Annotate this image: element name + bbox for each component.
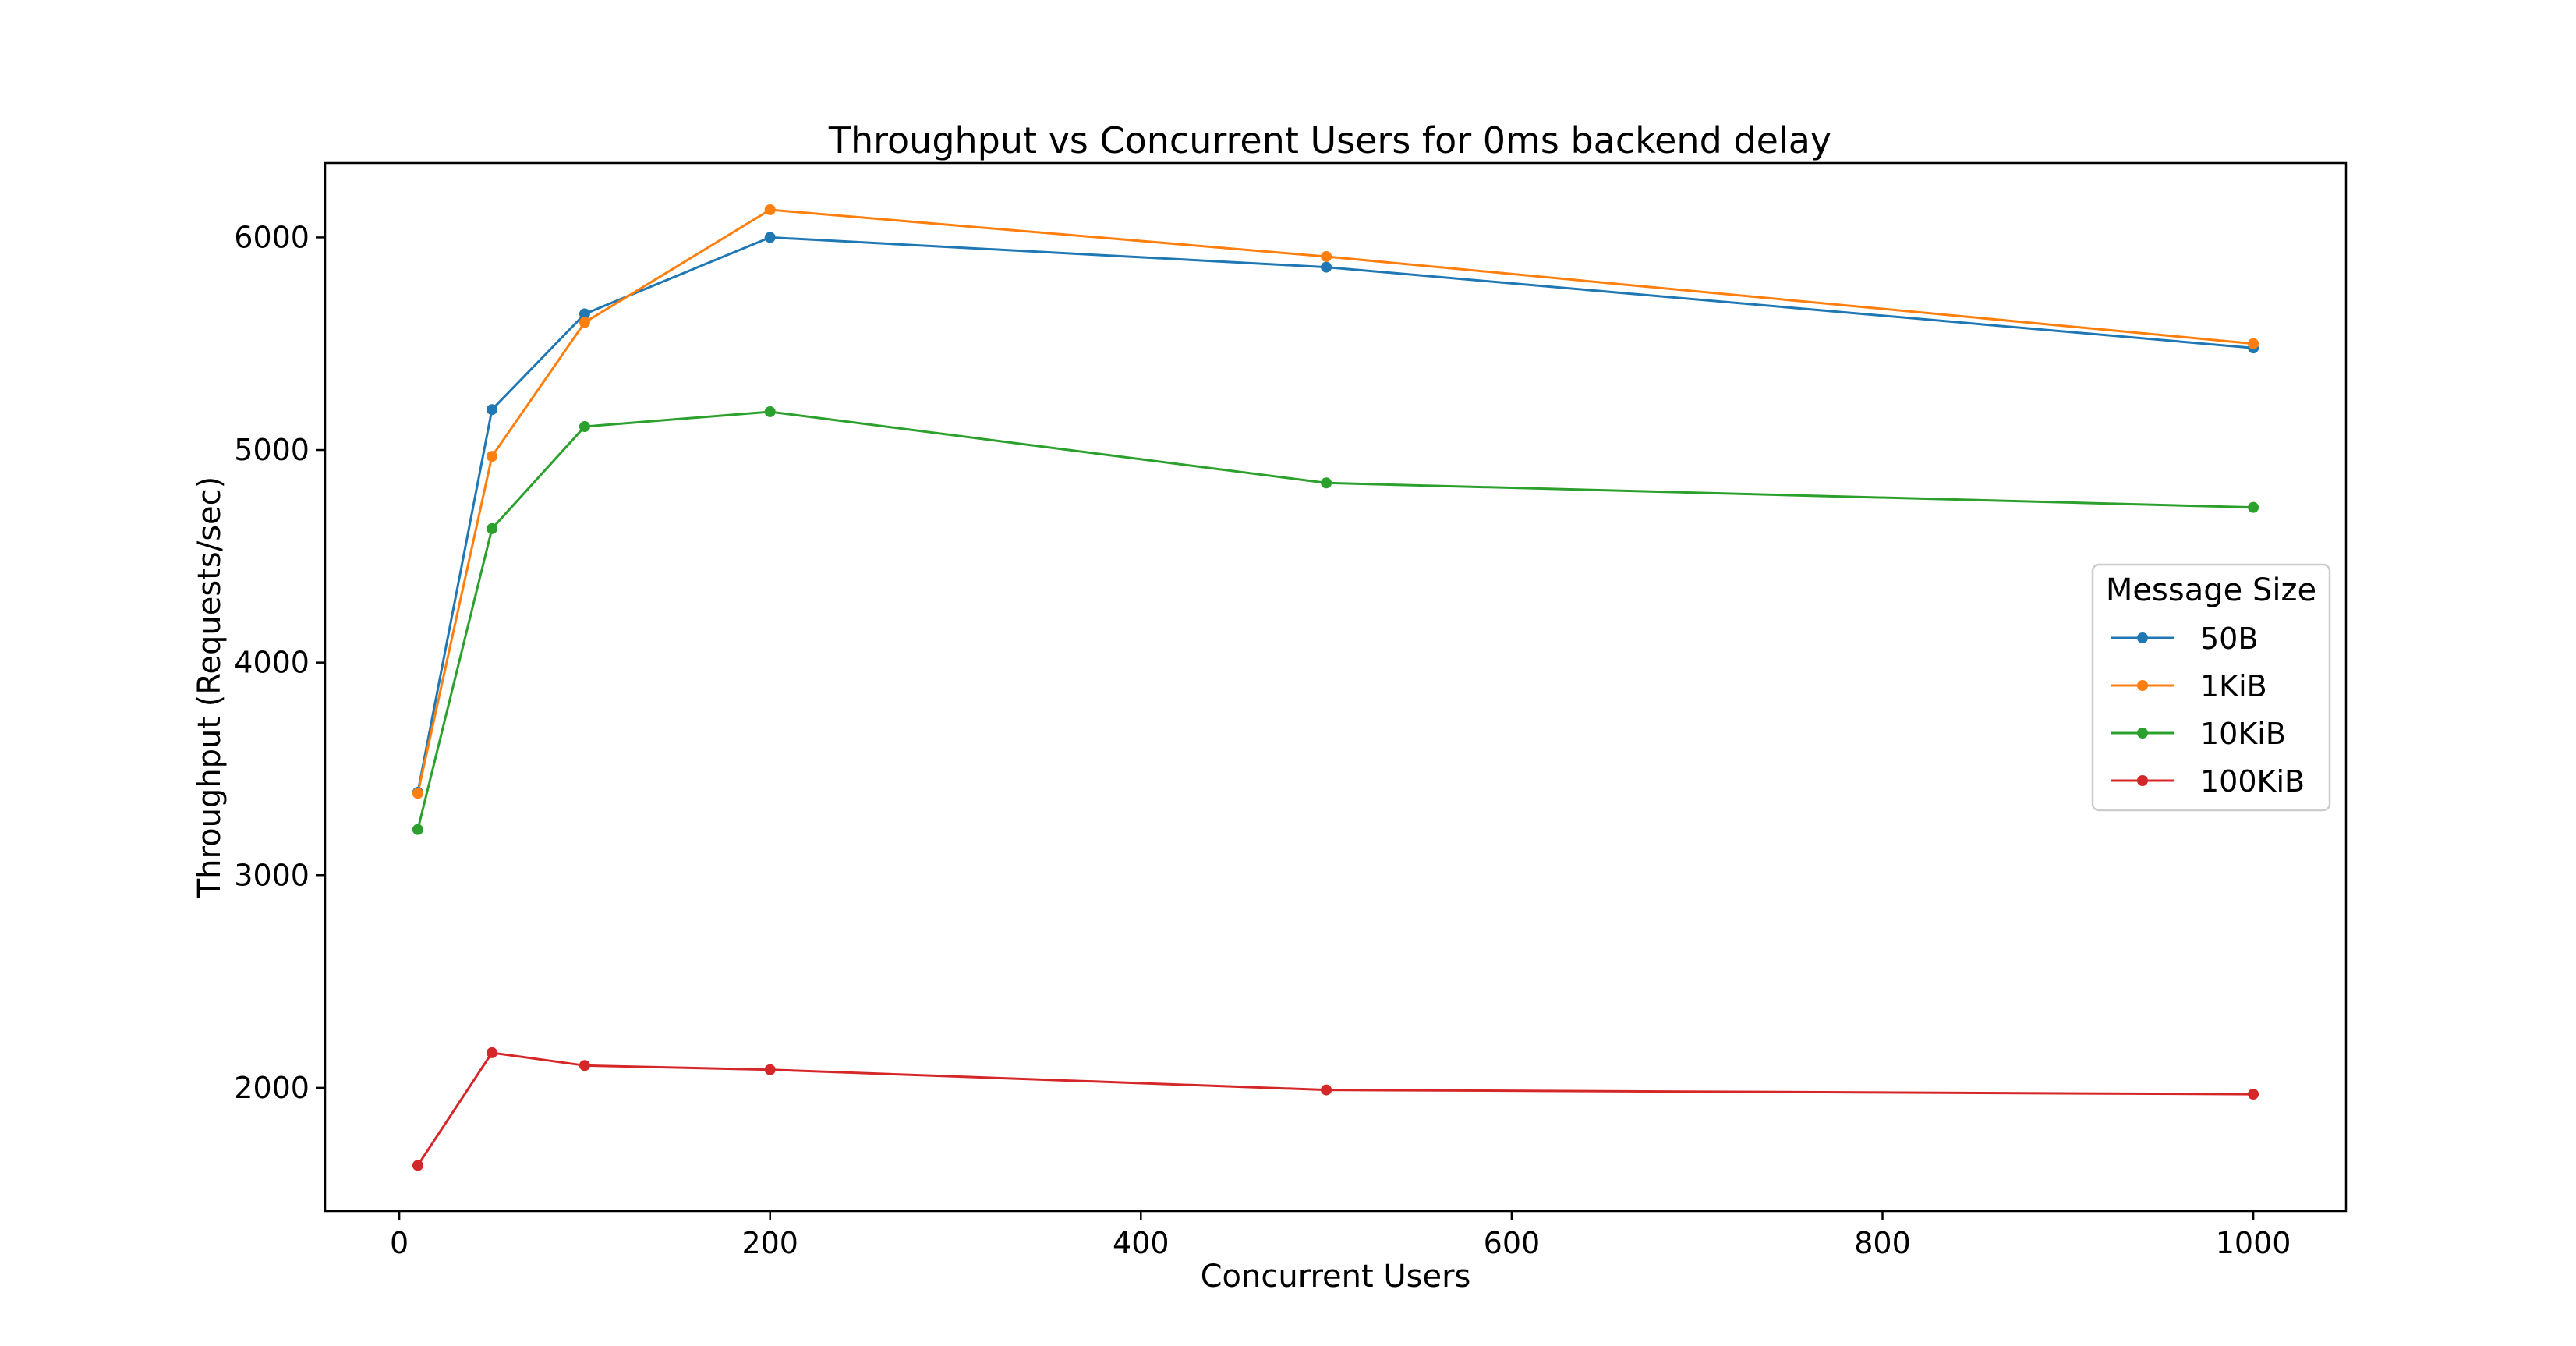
data-point-10kib xyxy=(2248,501,2259,513)
y-tick-label: 3000 xyxy=(234,858,310,892)
series-line-1kib xyxy=(416,208,2254,794)
data-point-50b xyxy=(579,308,590,320)
data-point-100kib xyxy=(1321,1084,1332,1096)
series-line-50b xyxy=(416,236,2254,793)
legend-swatch-marker-10kib xyxy=(2137,728,2148,739)
data-point-100kib xyxy=(2248,1089,2259,1100)
legend-label-50b: 50B xyxy=(2200,622,2258,656)
data-point-100kib xyxy=(412,1160,423,1171)
data-point-50b xyxy=(764,232,776,243)
x-tick-label: 1000 xyxy=(2216,1226,2291,1260)
data-point-1kib xyxy=(412,788,423,799)
y-tick-label: 2000 xyxy=(234,1071,310,1105)
data-point-50b xyxy=(1321,261,1332,273)
data-point-100kib xyxy=(764,1064,776,1075)
data-point-1kib xyxy=(579,317,590,328)
x-axis-label: Concurrent Users xyxy=(1201,1259,1471,1295)
legend-title: Message Size xyxy=(2106,572,2316,608)
legend-swatch-marker-100kib xyxy=(2137,775,2148,786)
data-point-1kib xyxy=(2248,338,2259,349)
y-axis-label: Throughput (Requests/sec) xyxy=(192,476,228,899)
data-point-1kib xyxy=(1321,250,1332,262)
data-point-100kib xyxy=(487,1047,498,1058)
series-line-100kib xyxy=(416,1051,2254,1167)
y-tick-label: 6000 xyxy=(234,220,310,254)
legend-box xyxy=(2091,563,2331,812)
chart-title: Throughput vs Concurrent Users for 0ms b… xyxy=(828,119,1831,161)
data-point-100kib xyxy=(579,1060,590,1071)
data-point-10kib xyxy=(1321,477,1332,489)
data-point-1kib xyxy=(764,204,776,215)
series-points xyxy=(412,204,2259,1171)
legend: Message Size 50B 1KiB 10KiB 100KiB xyxy=(2091,563,2331,812)
x-tick-label: 600 xyxy=(1484,1226,1541,1260)
legend-label-1kib: 1KiB xyxy=(2200,669,2267,703)
legend-label-10kib: 10KiB xyxy=(2200,717,2286,751)
plot-frame xyxy=(324,161,2348,1213)
data-point-50b xyxy=(487,404,498,416)
series-lines xyxy=(416,208,2254,1167)
axis-ticks: 0 200 400 600 800 1000 2000 3000 4000 5000 6000 xyxy=(234,220,2291,1260)
x-tick-label: 0 xyxy=(390,1226,409,1260)
data-point-1kib xyxy=(487,451,498,462)
data-point-10kib xyxy=(487,522,498,534)
data-point-10kib xyxy=(412,824,423,835)
legend-swatch-marker-1kib xyxy=(2137,680,2148,691)
y-tick-label: 4000 xyxy=(234,646,310,680)
x-tick-label: 400 xyxy=(1113,1226,1169,1260)
data-point-10kib xyxy=(579,421,590,433)
series-line-10kib xyxy=(416,410,2254,831)
data-point-10kib xyxy=(764,406,776,417)
legend-label-100kib: 100KiB xyxy=(2200,764,2305,799)
x-tick-label: 800 xyxy=(1854,1226,1911,1260)
x-tick-label: 200 xyxy=(741,1226,798,1260)
legend-swatch-marker-50b xyxy=(2137,632,2148,643)
y-tick-label: 5000 xyxy=(234,433,310,467)
